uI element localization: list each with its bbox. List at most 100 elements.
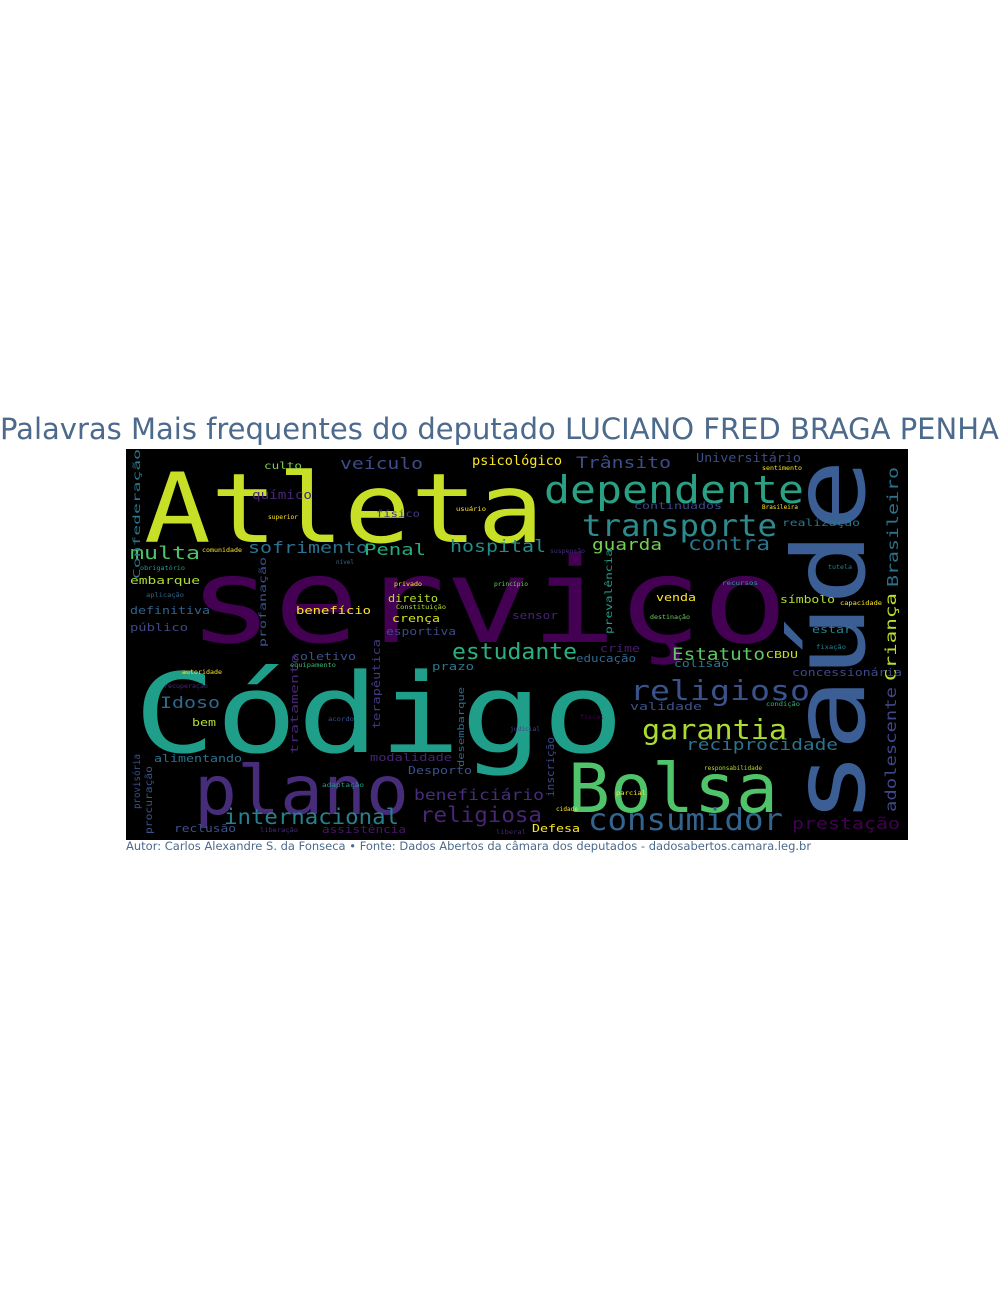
cloud-word: Bolsa — [568, 750, 778, 829]
cloud-word: reciprocidade — [686, 735, 838, 754]
cloud-word: colisão — [674, 657, 729, 670]
cloud-word: beneficiário — [414, 786, 544, 804]
cloud-word: prestação — [792, 814, 900, 833]
cloud-word: Código — [134, 650, 624, 778]
cloud-word: recursos — [722, 580, 758, 587]
cloud-word: religioso — [630, 674, 810, 707]
cloud-word: consumidor — [588, 803, 783, 838]
cloud-word: destinação — [650, 614, 690, 621]
cloud-word: desembarque — [457, 687, 467, 767]
cloud-word: embarque — [130, 574, 200, 587]
cloud-word: Confederação — [132, 449, 143, 579]
cloud-word: aplicação — [146, 592, 184, 599]
cloud-word: condição — [766, 701, 800, 708]
cloud-word: provisória — [131, 754, 143, 809]
cloud-word: capacidade — [840, 600, 882, 607]
source-caption: Autor: Carlos Alexandre S. da Fonseca • … — [126, 839, 812, 853]
cloud-word: estar — [812, 623, 852, 636]
cloud-word: benefício — [296, 604, 371, 617]
cloud-word: dependente — [544, 468, 804, 512]
cloud-word: usuário — [456, 506, 486, 513]
cloud-word: sensor — [512, 609, 558, 622]
cloud-word: venda — [656, 591, 696, 604]
cloud-word: garantia — [642, 713, 787, 746]
cloud-word: hospital — [450, 537, 546, 557]
cloud-word: obrigatório — [140, 565, 185, 572]
cloud-word: saúde — [771, 459, 888, 824]
cloud-word: continuados — [634, 501, 722, 512]
cloud-word: Criança — [882, 593, 900, 681]
cloud-word: Trânsito — [576, 453, 671, 472]
cloud-word: Universitário — [696, 451, 801, 465]
cloud-word: sofrimento — [248, 538, 368, 557]
cloud-word: procuração — [144, 766, 155, 834]
cloud-word: público — [130, 621, 188, 634]
cloud-word: acordo — [328, 716, 354, 723]
cloud-word: comunidade — [202, 547, 242, 554]
cloud-word: Atleta — [144, 453, 544, 565]
cloud-word: serviço — [188, 532, 788, 670]
cloud-word: coletivo — [292, 650, 356, 663]
cloud-word: definitiva — [130, 604, 210, 617]
cloud-word: realização — [782, 518, 860, 529]
cloud-word: responsabilidade — [704, 765, 762, 772]
cloud-word: Brasileira — [762, 504, 798, 511]
cloud-word: químico — [252, 488, 312, 502]
cloud-word: reclusão — [174, 822, 236, 835]
cloud-word: religiosa — [420, 803, 542, 827]
word-cloud: serviço Código Atleta saúde Bolsa plano depend… — [126, 449, 908, 840]
cloud-word: recuperação — [164, 683, 208, 690]
cloud-word: equipamento — [290, 662, 336, 669]
cloud-word: adaptação — [322, 782, 364, 789]
cloud-word: profanação — [258, 557, 269, 647]
cloud-word: Constituição — [396, 604, 446, 611]
cloud-word: internacional — [224, 805, 399, 829]
cloud-word: Desporto — [408, 764, 472, 777]
cloud-word: transporte — [582, 509, 777, 544]
cloud-word: crença — [392, 612, 440, 625]
cloud-word: físico — [376, 508, 420, 520]
cloud-word: bem — [192, 716, 216, 729]
cloud-word: fixação — [816, 644, 846, 651]
cloud-word: princípio — [494, 581, 528, 588]
cloud-word: psicológico — [472, 454, 562, 469]
cloud-word: privado — [394, 581, 422, 588]
cloud-word: liberação — [260, 827, 298, 834]
cloud-word: tutela — [828, 564, 852, 571]
cloud-word: CBDU — [766, 650, 798, 661]
cloud-word: tratamento — [288, 654, 301, 754]
cloud-word: fiscal — [580, 714, 604, 721]
cloud-word: símbolo — [780, 593, 835, 606]
cloud-word: terapêutica — [370, 639, 383, 729]
cloud-word: prevalência — [603, 549, 615, 634]
cloud-word: concessionária — [792, 666, 902, 679]
chart-title: Palavras Mais frequentes do deputado LUC… — [0, 412, 999, 446]
cloud-word: assistência — [322, 823, 406, 836]
cloud-word: cidade — [556, 806, 578, 813]
cloud-word: veículo — [340, 454, 423, 473]
cloud-word: direito — [388, 592, 438, 605]
cloud-word: estudante — [452, 640, 577, 665]
cloud-word: guarda — [592, 535, 662, 554]
cloud-word: culto — [264, 461, 302, 472]
cloud-word: plano — [194, 752, 409, 831]
cloud-word: superior — [268, 514, 298, 521]
cloud-word: multa — [130, 543, 200, 564]
cloud-word: prazo — [432, 660, 474, 673]
cloud-word: Idoso — [160, 693, 220, 712]
cloud-word: inscrição — [544, 737, 557, 797]
cloud-word: nível — [336, 559, 354, 566]
cloud-word: Penal — [364, 540, 426, 559]
cloud-word: Defesa — [532, 822, 580, 835]
cloud-word: autoridade — [182, 669, 222, 676]
cloud-word: validade — [630, 700, 702, 713]
cloud-word: liberal — [496, 829, 526, 836]
cloud-word: judicial — [510, 726, 540, 733]
cloud-word: modalidade — [370, 751, 452, 764]
cloud-word: alimentando — [154, 752, 242, 765]
cloud-word: crime — [600, 642, 640, 655]
cloud-word: sentimento — [762, 465, 802, 472]
cloud-word: educação — [576, 652, 636, 665]
cloud-word: Estatuto — [672, 645, 765, 665]
